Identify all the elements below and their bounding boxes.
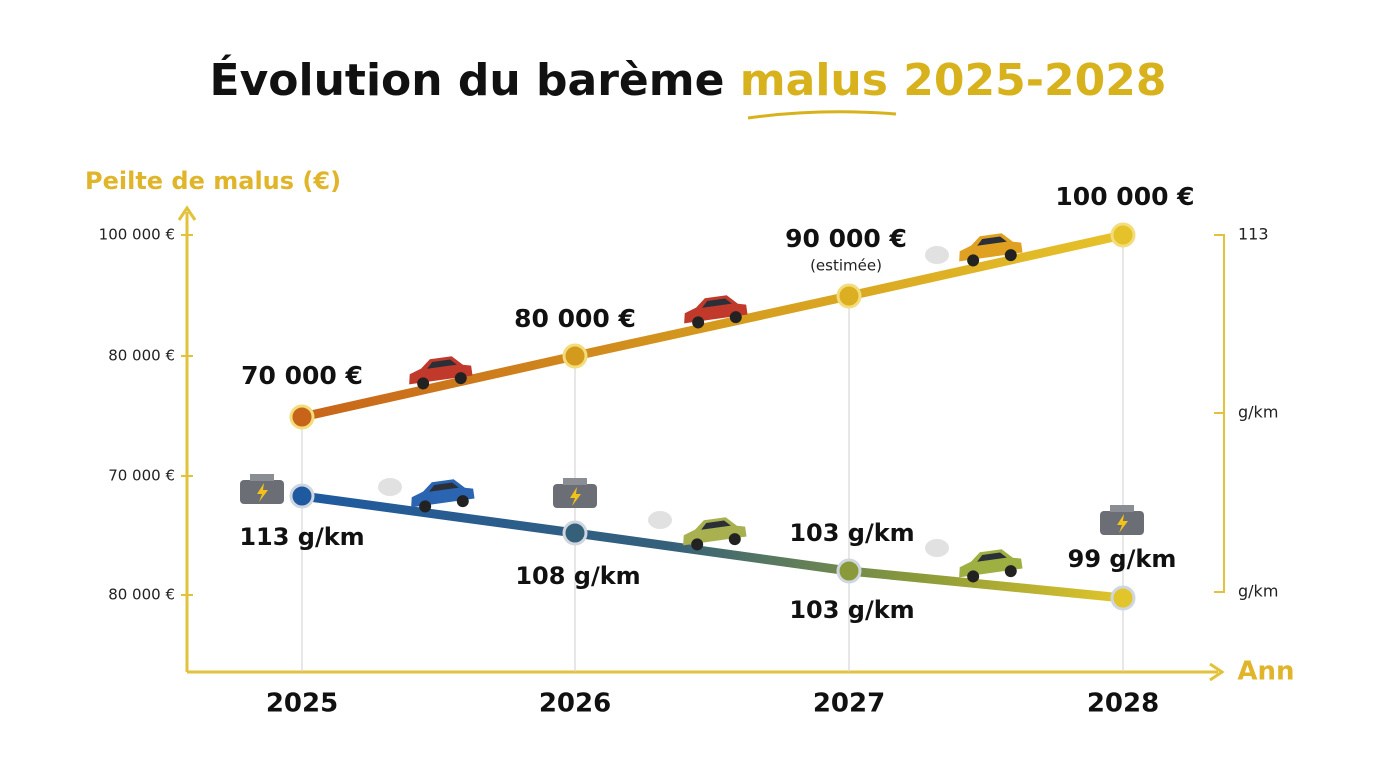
co2-point <box>562 520 588 546</box>
co2-label: 103 g/km <box>789 519 914 547</box>
car-wheel <box>967 570 980 583</box>
underline <box>747 110 897 120</box>
right-bracket <box>1214 234 1225 593</box>
malus-label: 100 000 € <box>1055 182 1194 211</box>
axes <box>177 205 1225 682</box>
co2-point <box>289 483 315 509</box>
car-window <box>427 359 457 369</box>
y-tick-label: 80 000 € <box>108 347 175 365</box>
car-wheel <box>967 254 980 267</box>
engine-icon <box>553 478 597 508</box>
malus-point <box>836 283 862 309</box>
malus-label: 80 000 € <box>514 304 636 333</box>
malus-line <box>297 230 1128 422</box>
smoke <box>378 478 402 496</box>
car-wheel <box>692 316 705 329</box>
car-wheel <box>1004 249 1017 262</box>
title: Évolution du barème malus 2025-2028 <box>210 53 1167 106</box>
car-wheel <box>456 495 469 508</box>
car-icon <box>411 479 475 513</box>
co2-label: 108 g/km <box>515 562 640 590</box>
engine-top <box>563 478 587 485</box>
car-wheel <box>417 377 430 390</box>
title-text: Évolution du barème <box>210 53 725 106</box>
malus-point <box>562 343 588 369</box>
car-wheel <box>454 372 467 385</box>
car-window <box>977 552 1007 562</box>
co2-point <box>1110 585 1136 611</box>
smoke <box>648 511 672 529</box>
car-icon <box>683 517 747 551</box>
malus-label: 70 000 € <box>241 361 363 390</box>
x-tick-label: 2026 <box>539 689 611 719</box>
car-wheel <box>728 533 741 546</box>
engine-bolt <box>1117 514 1128 533</box>
right-tick-label: g/km <box>1238 403 1278 422</box>
x-tick-label: 2027 <box>813 689 885 719</box>
right-tick-label: g/km <box>1238 582 1278 601</box>
co2-label: 103 g/km <box>789 596 914 624</box>
co2-label: 113 g/km <box>239 523 364 551</box>
car-icon <box>959 549 1023 583</box>
car-icon <box>959 233 1023 267</box>
car-icon <box>684 295 748 329</box>
car-window <box>429 482 459 492</box>
x-axis-title: Ann <box>1237 657 1294 687</box>
car-wheel <box>691 538 704 551</box>
car-icon <box>409 356 473 390</box>
malus-label: 90 000 € <box>785 224 907 253</box>
car-wheel <box>729 311 742 324</box>
engine-icon <box>1100 505 1144 535</box>
car-window <box>701 520 731 530</box>
malus-note: (estimée) <box>810 257 882 275</box>
engine-top <box>250 474 274 481</box>
title-years: 2025-2028 <box>903 55 1166 106</box>
x-tick-label: 2028 <box>1087 689 1159 719</box>
x-tick-label: 2025 <box>266 689 338 719</box>
co2-label: 99 g/km <box>1068 545 1177 573</box>
car-wheel <box>419 500 432 513</box>
title-highlight: malus <box>740 55 888 106</box>
y-tick-label: 70 000 € <box>108 467 175 485</box>
smoke <box>925 539 949 557</box>
smoke <box>925 246 949 264</box>
car-window <box>977 236 1007 246</box>
right-tick-label: 113 <box>1238 225 1269 244</box>
malus-point <box>289 404 315 430</box>
engine-top <box>1110 505 1134 512</box>
engine-bolt <box>570 487 581 506</box>
co2-line <box>297 491 1128 603</box>
y-tick-label: 80 000 € <box>108 586 175 604</box>
car-window <box>702 298 732 308</box>
engine-icon <box>240 474 284 504</box>
co2-point <box>836 558 862 584</box>
malus-point <box>1110 222 1136 248</box>
y-tick-label: 100 000 € <box>99 226 175 244</box>
y-axis-title: Peilte de malus (€) <box>85 167 341 195</box>
car-wheel <box>1004 565 1017 578</box>
engine-bolt <box>257 483 268 502</box>
